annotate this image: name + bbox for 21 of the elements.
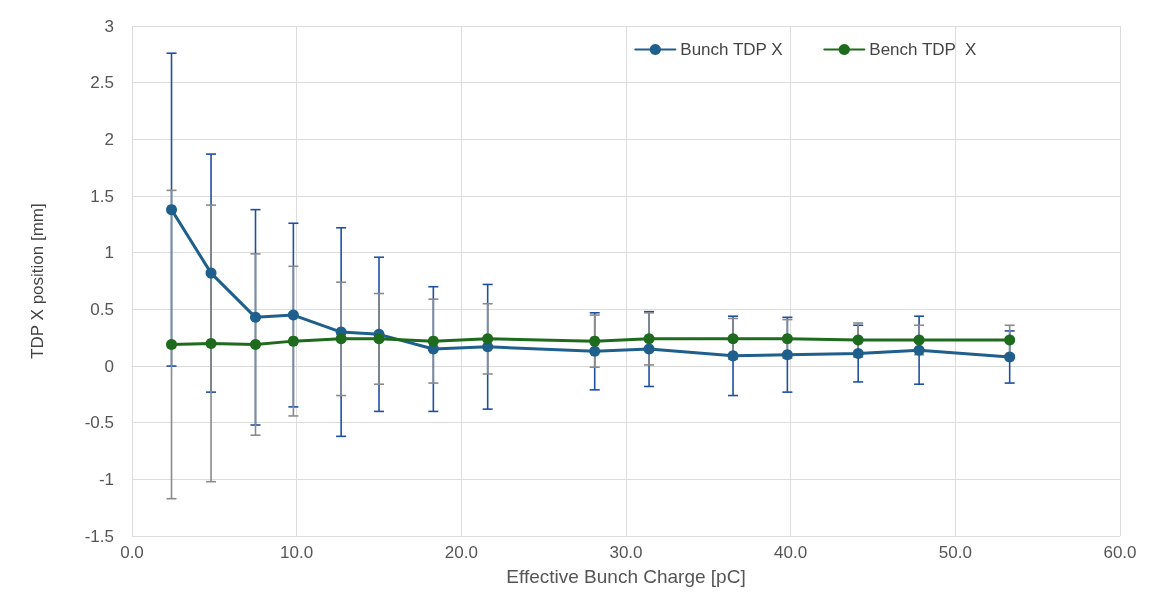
x-tick-label: 60.0 bbox=[1103, 543, 1137, 563]
y-tick-label: 1.5 bbox=[90, 186, 114, 206]
y-tick-label: 3 bbox=[104, 16, 114, 36]
y-tick-label: 0.5 bbox=[90, 299, 114, 319]
legend-label: Bench TDP X bbox=[869, 40, 977, 59]
legend-label: Bunch TDP X bbox=[680, 40, 783, 59]
x-tick-label: 10.0 bbox=[280, 543, 314, 563]
y-tick-label: -0.5 bbox=[84, 413, 114, 433]
x-tick-label: 20.0 bbox=[444, 543, 478, 563]
y-tick-label: 0 bbox=[104, 356, 114, 376]
x-tick-label: 50.0 bbox=[938, 543, 972, 563]
x-tick-label: 30.0 bbox=[609, 543, 643, 563]
y-tick-label: 2.5 bbox=[90, 73, 114, 93]
x-tick-label: 40.0 bbox=[774, 543, 808, 563]
x-axis-title: Effective Bunch Charge [pC] bbox=[506, 565, 746, 587]
x-tick-label: 0.0 bbox=[120, 543, 144, 563]
y-axis-title: TDP X position [mm] bbox=[28, 203, 47, 359]
y-tick-label: 2 bbox=[104, 129, 114, 149]
y-tick-label: -1 bbox=[98, 469, 114, 489]
y-tick-label: 1 bbox=[104, 243, 114, 263]
y-tick-label: -1.5 bbox=[84, 526, 114, 546]
